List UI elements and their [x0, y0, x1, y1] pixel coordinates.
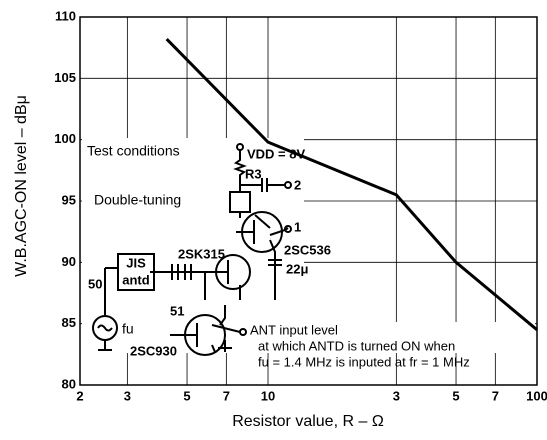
q2-label: 2SC536 — [284, 242, 331, 257]
schematic — [92, 143, 292, 356]
tuning-label: Double-tuning — [94, 192, 181, 208]
r51-label: 51 — [170, 303, 184, 318]
x-tick-label: 5 — [452, 388, 459, 403]
x-tick-label: 2 — [76, 388, 83, 403]
out1-label: 1 — [294, 219, 301, 234]
annotation-line: at which ANTD is turned ON when — [258, 338, 455, 353]
y-tick-label: 80 — [62, 376, 76, 391]
annotation-background — [244, 322, 535, 353]
antd-label: antd — [122, 272, 150, 287]
x-tick-label: 10 — [261, 388, 275, 403]
y-tick-label: 105 — [54, 70, 76, 85]
x-tick-label: 7 — [223, 388, 230, 403]
annotation-line: ANT input level — [250, 322, 338, 337]
r50-label: 50 — [88, 276, 102, 291]
cap-label: 22μ — [286, 261, 308, 276]
annotation-line: fu = 1.4 MHz is inputed at fr = 1 MHz — [258, 354, 470, 369]
out2-label: 2 — [294, 177, 301, 192]
x-tick-label: 5 — [183, 388, 190, 403]
q1-label: 2SK315 — [178, 246, 225, 261]
y-axis-label: W.B.AGC-ON level – dBμ — [13, 95, 30, 277]
y-tick-label: 90 — [62, 254, 76, 269]
fu-label: fu — [122, 321, 134, 337]
jis-label: JIS — [126, 255, 146, 270]
x-axis-label: Resistor value, R – Ω — [232, 413, 384, 430]
x-tick-label: 7 — [492, 388, 499, 403]
y-tick-label: 85 — [62, 315, 76, 330]
y-tick-label: 100 — [54, 131, 76, 146]
r3-label: R3 — [245, 166, 262, 181]
data-line — [165, 38, 538, 331]
q3-label: 2SC930 — [130, 343, 177, 358]
inset-background — [82, 138, 304, 353]
y-tick-label: 110 — [55, 8, 76, 23]
test-conditions: Test conditions — [87, 143, 180, 159]
y-tick-label: 95 — [62, 192, 76, 207]
x-tick-label: 3 — [124, 388, 131, 403]
x-tick-label: 3 — [393, 388, 400, 403]
x-tick-label: 100 — [526, 388, 547, 403]
